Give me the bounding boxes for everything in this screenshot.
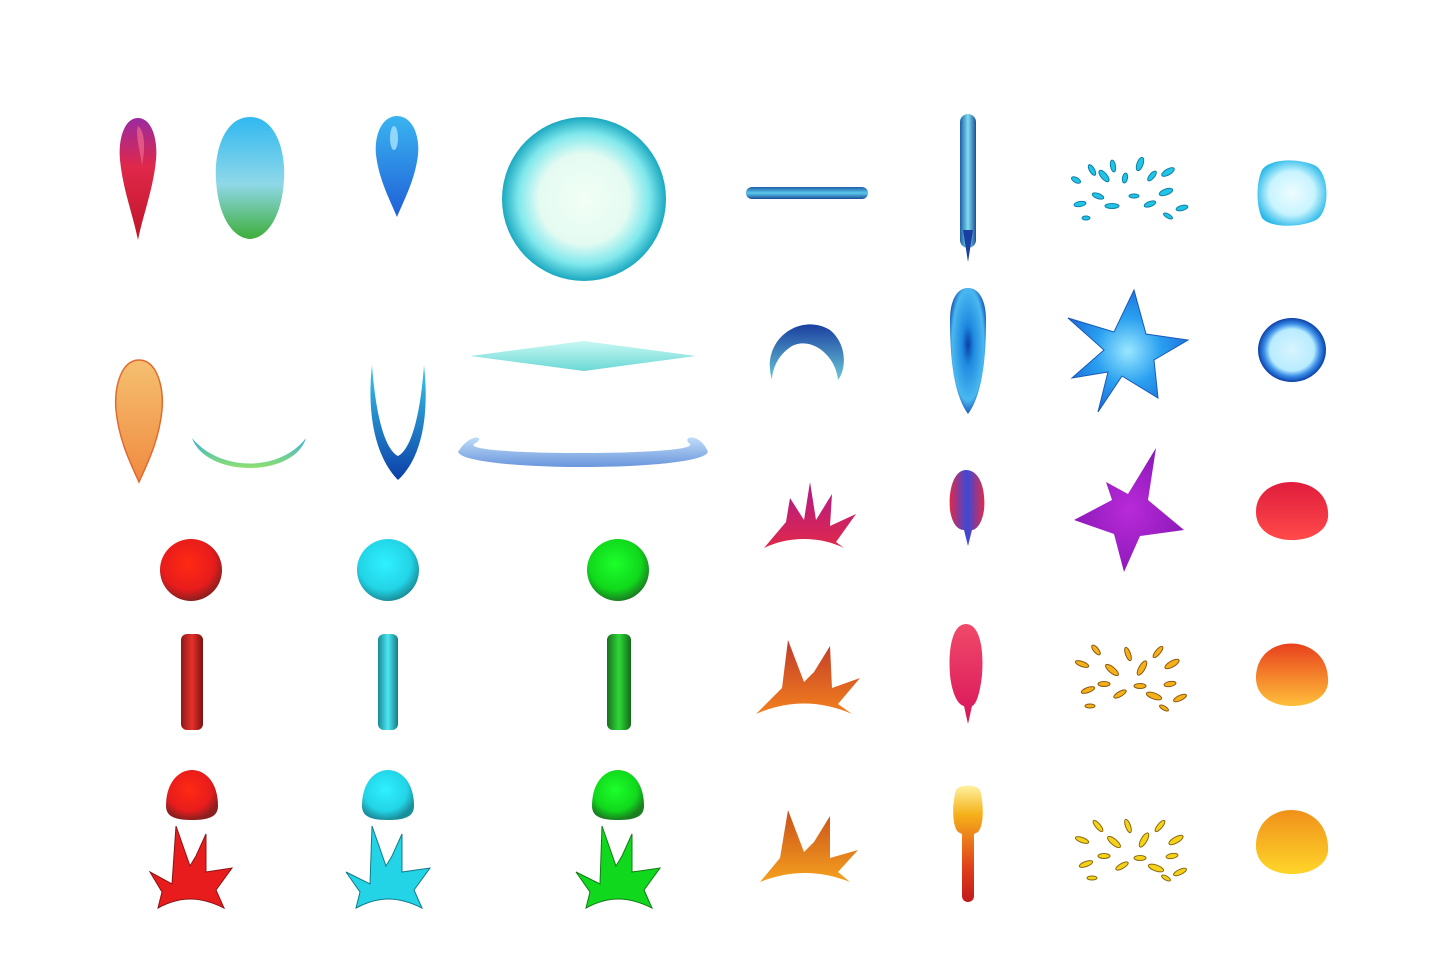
ball-green-icon [587, 539, 649, 601]
spark-burst-yellow-icon [1075, 819, 1188, 883]
dome-green-icon [592, 770, 644, 820]
teardrop-peach-icon [116, 360, 163, 482]
pillar-cyan-icon [378, 634, 398, 730]
crown-burst-orange-icon [756, 640, 860, 714]
ball-cyan-icon [357, 539, 419, 601]
dome-gold-icon [1256, 810, 1328, 874]
flame-torch-orange-icon [953, 786, 983, 903]
dome-orange-icon [1256, 644, 1328, 707]
teardrop-magenta-icon [120, 118, 157, 240]
teardrop-blue-icon [376, 116, 419, 217]
laser-bar-horizontal-icon [746, 187, 868, 199]
dome-cyan-icon [362, 770, 414, 820]
spike-burst-cyan-icon [346, 826, 430, 908]
spike-burst-green-icon [576, 826, 660, 908]
star-blue-icon [1068, 290, 1188, 412]
crescent-small-blue-icon [770, 324, 844, 380]
flame-pink-icon [950, 624, 983, 724]
energy-orb-large-icon [502, 117, 666, 281]
crescent-deep-blue-icon [370, 365, 425, 480]
crescent-wide-aqua-icon [192, 438, 306, 468]
ball-red-icon [160, 539, 222, 601]
crown-burst-magenta-icon [764, 482, 856, 548]
egg-cyan-green-icon [216, 117, 284, 239]
dome-red-icon [166, 770, 218, 820]
star-magenta-icon [1074, 448, 1184, 572]
pillar-green-icon [607, 634, 631, 730]
pillar-red-icon [181, 634, 203, 730]
spike-burst-red-icon [150, 826, 232, 908]
capsule-blue-icon [950, 288, 986, 414]
bubble-square-cyan-icon [1258, 160, 1327, 225]
ring-flat-blue-icon [458, 437, 708, 467]
flame-rocket-magenta-icon [950, 470, 985, 546]
spark-burst-gold-icon [1075, 644, 1188, 712]
crown-burst-amber-icon [760, 810, 858, 882]
dome-crimson-icon [1256, 482, 1328, 540]
spark-burst-cyan-icon [1070, 156, 1188, 220]
diamond-flat-aqua-icon [470, 341, 696, 371]
bubble-ring-blue-icon [1258, 318, 1326, 382]
laser-bar-vertical-icon [960, 114, 976, 262]
